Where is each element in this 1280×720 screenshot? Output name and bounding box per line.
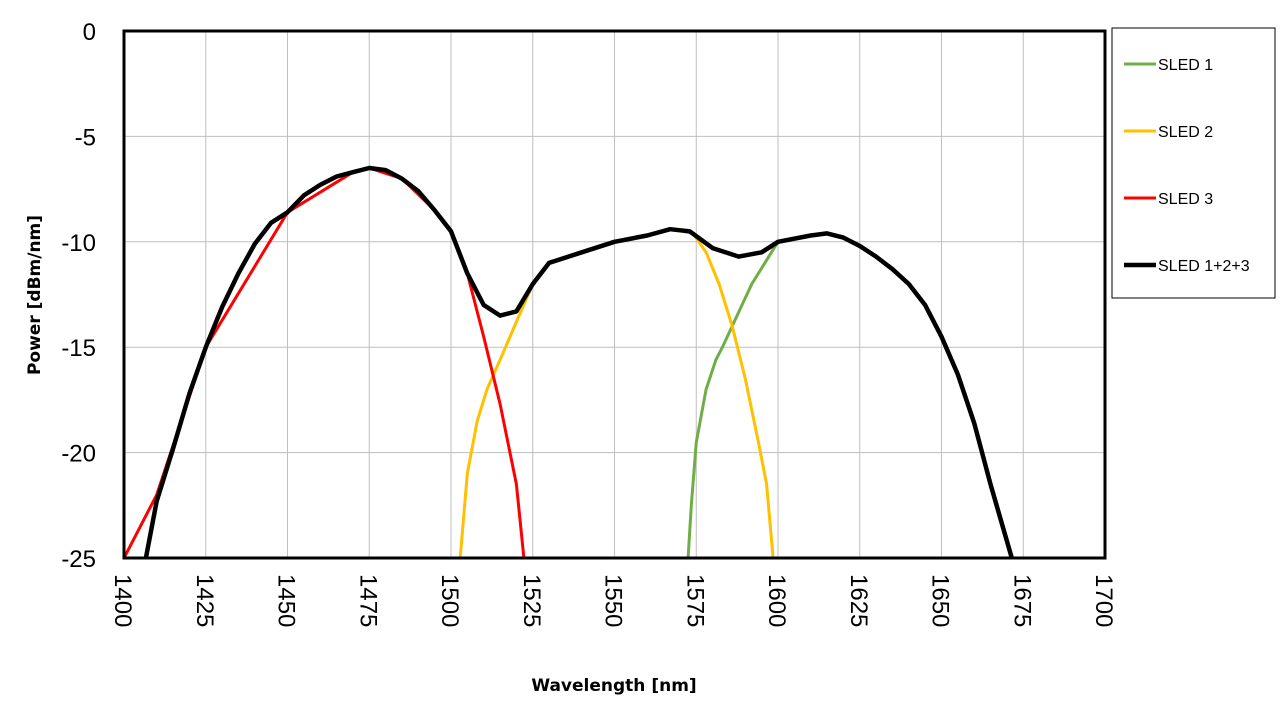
legend-label: SLED 3 [1158,191,1213,208]
legend-label: SLED 1+2+3 [1158,258,1250,275]
y-tick-label: 0 [83,19,96,46]
x-tick-label: 1525 [518,574,545,627]
series-line-4 [143,165,1014,559]
x-tick-label: 1500 [436,574,463,627]
x-axis-label: Wavelength [nm] [531,676,696,696]
y-tick-label: -25 [61,546,96,573]
legend: SLED 1 SLED 2 SLED 3 SLED 1+2+3 [1111,27,1276,299]
x-tick-label: 1625 [845,574,872,627]
x-tick-label: 1550 [600,574,627,627]
y-axis-label: Power [dBm/nm] [25,215,45,375]
y-tick-labels: 0 -5 -10 -15 -20 -25 [61,19,96,573]
y-tick-label: -15 [61,335,96,362]
series-line-1 [686,241,780,559]
series-line-2 [458,227,775,559]
x-tick-label: 1700 [1090,574,1117,627]
legend-label: SLED 2 [1158,124,1213,141]
y-tick-label: -5 [75,124,96,151]
series-lines [122,165,1014,559]
x-tick-label: 1450 [273,574,300,627]
x-tick-label: 1650 [927,574,954,627]
y-tick-label: -20 [61,441,96,468]
x-tick-label: 1425 [191,574,218,627]
plot-area-border [122,29,1107,560]
x-tick-label: 1475 [354,574,381,627]
grid [123,30,1106,559]
x-tick-label: 1575 [681,574,708,627]
x-tick-labels: 1400 1425 1450 1475 1500 1525 1550 1575 1600 1625… [109,574,1117,627]
x-tick-label: 1675 [1008,574,1035,627]
x-tick-label: 1400 [109,574,136,627]
x-tick-label: 1600 [763,574,790,627]
y-tick-label: -10 [61,230,96,257]
legend-box [1111,27,1276,299]
legend-label: SLED 1 [1158,57,1213,74]
